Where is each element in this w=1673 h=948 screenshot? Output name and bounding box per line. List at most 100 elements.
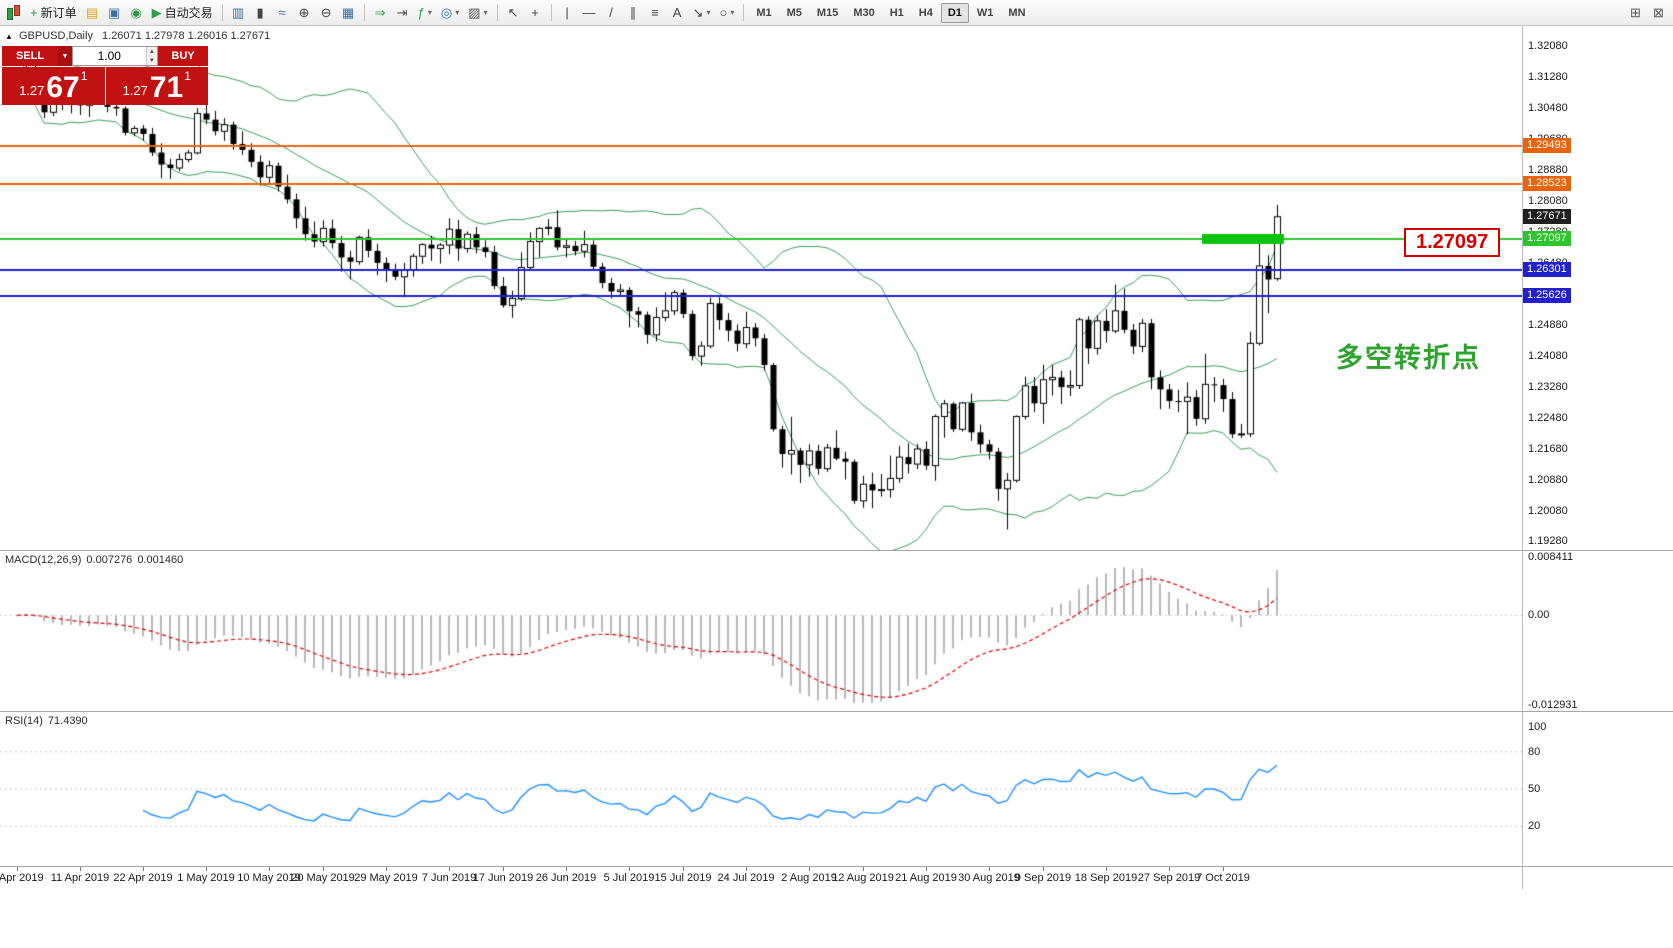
- volume-decrease-button[interactable]: ▼: [146, 56, 157, 65]
- date-axis-label: 17 Jun 2019: [472, 872, 534, 884]
- cursor-button[interactable]: ↖: [503, 3, 524, 23]
- bars-chart-button[interactable]: ▥: [228, 3, 249, 23]
- shapes-button[interactable]: ○ ▾: [715, 3, 738, 23]
- buy-price-pip: 1: [184, 69, 191, 83]
- annotation-text[interactable]: 多空转折点: [1336, 343, 1481, 373]
- fibonacci-button[interactable]: ≡: [645, 3, 666, 23]
- market-watch-button[interactable]: ▤: [82, 3, 103, 23]
- cursor-icon: ↖: [507, 5, 519, 20]
- macd-canvas[interactable]: [0, 551, 1522, 711]
- date-tick: [1223, 867, 1224, 871]
- chart-shift-button[interactable]: ⇥: [392, 3, 413, 23]
- new-window-button[interactable]: ⊞: [1625, 3, 1646, 23]
- autotrading-label: 自动交易: [164, 6, 213, 20]
- chart-symbol-label: GBPUSD,Daily: [18, 30, 93, 42]
- window-list-button[interactable]: ⊠: [1648, 3, 1669, 23]
- buy-price-big: 71: [149, 71, 184, 104]
- date-tick: [386, 867, 387, 871]
- rsi-canvas[interactable]: [0, 712, 1522, 866]
- price-axis-label: 1.30480: [1528, 102, 1568, 115]
- macd-axis-label: 0.008411: [1528, 551, 1574, 563]
- timeframe-mn-button[interactable]: MN: [1001, 3, 1032, 23]
- date-tick: [863, 867, 864, 871]
- line-chart-button[interactable]: ≈: [272, 3, 293, 23]
- sell-price-pip: 1: [80, 69, 88, 83]
- timeframe-m15-button[interactable]: M15: [810, 3, 845, 23]
- price-tag-1.28523: 1.28523: [1523, 175, 1571, 191]
- window-list-icon: ⊠: [1653, 5, 1664, 20]
- timeframe-w1-button[interactable]: W1: [970, 3, 1001, 23]
- price-axis-label: 1.19280: [1528, 535, 1568, 548]
- price-axis-label: 1.21680: [1528, 442, 1568, 455]
- timeframe-d1-button[interactable]: D1: [940, 2, 969, 23]
- app-logo-icon: [4, 4, 22, 21]
- price-chart-canvas[interactable]: [0, 26, 1522, 550]
- volume-input[interactable]: [73, 47, 146, 65]
- crosshair-button[interactable]: +: [525, 3, 546, 23]
- date-tick: [206, 867, 207, 871]
- date-tick: [449, 867, 450, 871]
- new-order-icon: +: [30, 5, 38, 20]
- zoom-in-button[interactable]: ⊕: [294, 3, 315, 23]
- new-order-button[interactable]: + 新订单: [26, 3, 81, 23]
- price-callout[interactable]: 1.27097: [1404, 228, 1501, 257]
- horizontal-line-button[interactable]: —: [579, 3, 600, 23]
- periods-button[interactable]: ◎ ▾: [437, 3, 463, 23]
- bars-chart-icon: ▥: [231, 5, 245, 20]
- market-watch-icon: ▤: [85, 5, 99, 20]
- templates-button[interactable]: ▨ ▾: [464, 3, 491, 23]
- profile-button[interactable]: ▣: [104, 3, 125, 23]
- line-chart-icon: ≈: [278, 5, 286, 20]
- equidistant-channel-icon: ∥: [629, 5, 637, 20]
- auto-scroll-button[interactable]: ⇒: [370, 3, 391, 23]
- date-tick: [17, 867, 18, 871]
- sell-price-big: 67: [46, 71, 80, 104]
- sell-price-prefix: 1.27: [19, 83, 45, 98]
- toolbar-separator: [221, 4, 223, 21]
- timeframe-h4-button[interactable]: H4: [912, 3, 940, 23]
- community-button[interactable]: ◉: [126, 3, 147, 23]
- timeframe-h1-button[interactable]: H1: [883, 3, 911, 23]
- crosshair-icon: +: [531, 5, 539, 20]
- chart-ohlc-values: 1.26071 1.27978 1.26016 1.27671: [102, 30, 271, 42]
- autotrading-button[interactable]: ▶ 自动交易: [148, 3, 217, 23]
- toolbar: + 新订单 ▤ ▣ ◉ ▶ 自动交易 ▥ ▮ ≈ ⊕ ⊖ ▦ ⇒ ⇥ ƒ ▾ ◎ ▾ ▨ ▾ ↖ + | — / ∥ ≡ A ↘ ▾ ○ ▾ M1…: [0, 0, 1673, 26]
- timeframe-m5-button[interactable]: M5: [780, 3, 809, 23]
- candles-chart-button[interactable]: ▮: [250, 3, 271, 23]
- timeframe-m30-button[interactable]: M30: [846, 3, 881, 23]
- timeframe-m1-button[interactable]: M1: [749, 3, 778, 23]
- volume-increase-button[interactable]: ▲: [146, 47, 157, 56]
- indicators-button[interactable]: ƒ ▾: [414, 3, 436, 23]
- date-axis-label: 26 Jun 2019: [535, 872, 597, 884]
- date-axis-label: 7 Oct 2019: [1196, 872, 1250, 884]
- vertical-line-button[interactable]: |: [557, 3, 578, 23]
- new-order-label: 新订单: [40, 6, 77, 20]
- indicators-dropdown-icon: ▾: [427, 8, 432, 17]
- equidistant-channel-button[interactable]: ∥: [623, 3, 644, 23]
- macd-signal-value: 0.001460: [137, 554, 184, 566]
- price-tag-1.27097: 1.27097: [1523, 230, 1571, 246]
- price-axis-label: 1.28080: [1528, 194, 1568, 207]
- rsi-panel: RSI(14) 71.4390 100 80 50 20: [0, 711, 1673, 866]
- shapes-icon: ○: [719, 5, 728, 20]
- tile-windows-button[interactable]: ▦: [338, 3, 359, 23]
- periods-icon: ◎: [440, 5, 453, 20]
- zoom-out-icon: ⊖: [320, 5, 332, 20]
- buy-button[interactable]: BUY: [158, 46, 208, 66]
- arrows-button[interactable]: ↘ ▾: [689, 3, 715, 23]
- date-tick: [683, 867, 684, 871]
- order-type-dropdown[interactable]: ▼: [58, 46, 72, 66]
- date-axis-label: 18 Sep 2019: [1074, 872, 1138, 884]
- date-tick: [1043, 867, 1044, 871]
- sell-price[interactable]: 1.27 67 1: [2, 67, 106, 105]
- zoom-out-button[interactable]: ⊖: [316, 3, 337, 23]
- price-axis-label: 1.32080: [1528, 40, 1568, 53]
- text-button[interactable]: A: [667, 3, 688, 23]
- sell-button[interactable]: SELL: [2, 46, 58, 66]
- date-tick: [503, 867, 504, 871]
- buy-price[interactable]: 1.27 71 1: [105, 67, 208, 105]
- indicators-icon: ƒ: [417, 5, 425, 20]
- trade-panel-toggle-icon[interactable]: ▲: [5, 32, 13, 41]
- trendline-button[interactable]: /: [601, 3, 622, 23]
